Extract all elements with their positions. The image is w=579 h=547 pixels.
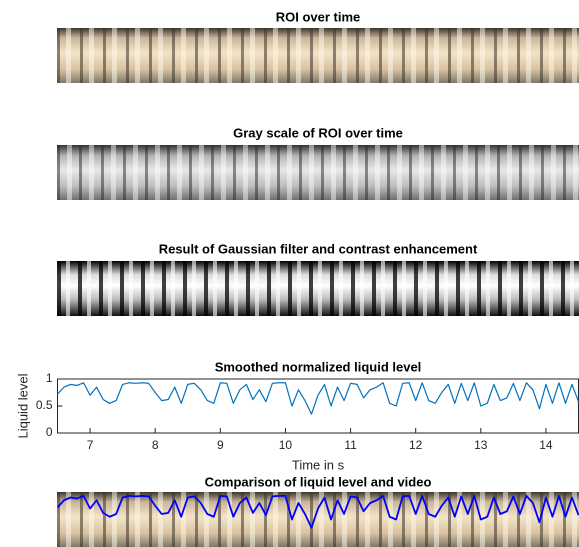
panel-title: Result of Gaussian filter and contrast e… bbox=[159, 241, 478, 256]
y-tick-label: 0 bbox=[46, 425, 53, 439]
panel-title: Gray scale of ROI over time bbox=[233, 125, 403, 140]
x-tick-label: 13 bbox=[474, 438, 488, 452]
roi-image bbox=[57, 28, 579, 83]
y-axis-label: Liquid level bbox=[15, 373, 30, 438]
filtered-image bbox=[57, 261, 579, 316]
panel-title: Comparison of liquid level and video bbox=[205, 474, 432, 489]
x-axis-label: Time in s bbox=[292, 457, 345, 472]
chart-title: Smoothed normalized liquid level bbox=[215, 359, 422, 374]
gray-image bbox=[57, 145, 579, 200]
x-tick-label: 9 bbox=[217, 438, 224, 452]
level-line bbox=[57, 382, 579, 415]
y-tick-label: 1 bbox=[46, 371, 53, 385]
x-tick-label: 10 bbox=[279, 438, 293, 452]
panel-title: ROI over time bbox=[276, 9, 361, 24]
overlay-line bbox=[56, 494, 579, 529]
x-tick-label: 11 bbox=[344, 438, 357, 452]
x-tick-label: 12 bbox=[409, 438, 423, 452]
x-tick-label: 14 bbox=[539, 438, 553, 452]
x-tick-label: 8 bbox=[152, 438, 159, 452]
axes-box bbox=[57, 378, 579, 434]
x-tick-label: 7 bbox=[87, 438, 94, 452]
y-tick-label: 0.5 bbox=[36, 398, 53, 412]
